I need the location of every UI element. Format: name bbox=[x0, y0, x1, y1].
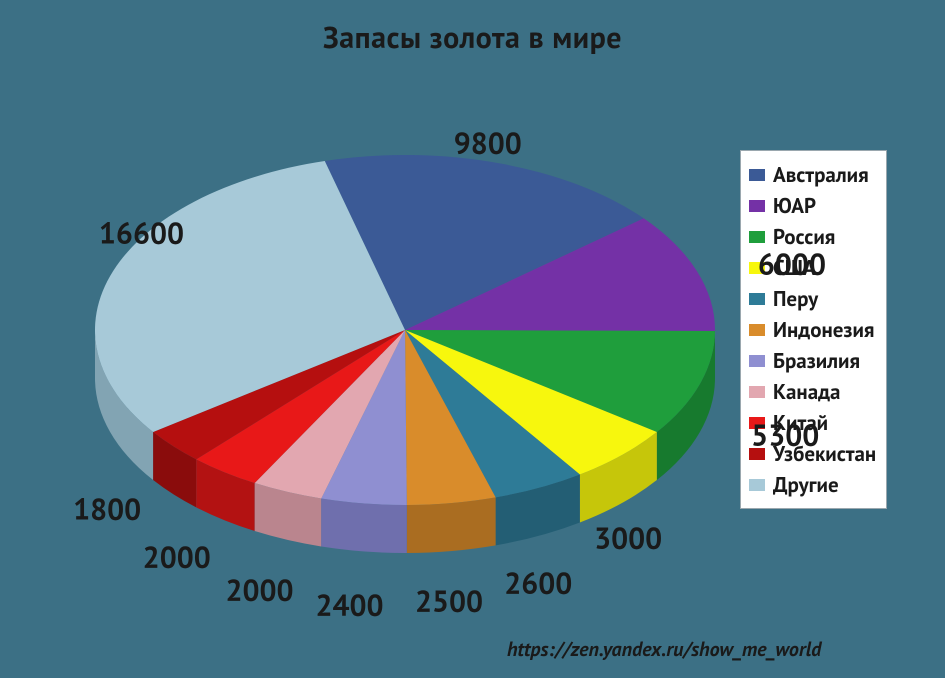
legend-swatch bbox=[749, 355, 765, 367]
legend-item: Индонезия bbox=[749, 316, 876, 343]
slice-value-label: 2400 bbox=[315, 585, 383, 624]
legend-item: Перу bbox=[749, 285, 876, 312]
slice-value-label: 2500 bbox=[415, 581, 483, 620]
legend-label: Перу bbox=[773, 285, 818, 312]
slice-value-label: 16600 bbox=[99, 213, 184, 252]
slice-value-label: 3000 bbox=[594, 518, 662, 557]
legend-item: Канада bbox=[749, 378, 876, 405]
legend-label: Индонезия bbox=[773, 316, 875, 343]
legend-swatch bbox=[749, 386, 765, 398]
legend-swatch bbox=[749, 293, 765, 305]
legend: АвстралияЮАРРоссияСШАПеруИндонезияБразил… bbox=[740, 150, 887, 509]
legend-label: Канада bbox=[773, 378, 840, 405]
legend-label: Бразилия bbox=[773, 347, 860, 374]
slice-value-label: 5300 bbox=[751, 415, 819, 454]
legend-label: ЮАР bbox=[773, 192, 816, 219]
legend-item: ЮАР bbox=[749, 192, 876, 219]
legend-item: Другие bbox=[749, 471, 876, 498]
legend-swatch bbox=[749, 324, 765, 336]
slice-value-label: 2000 bbox=[226, 571, 294, 610]
pie-slice-side bbox=[321, 498, 407, 553]
legend-swatch bbox=[749, 169, 765, 181]
chart-stage: Запасы золота в мире АвстралияЮАРРоссияС… bbox=[0, 0, 945, 678]
slice-value-label: 6000 bbox=[758, 245, 826, 284]
legend-swatch bbox=[749, 231, 765, 243]
footer-link: https://zen.yandex.ru/show_me_world bbox=[507, 636, 821, 662]
pie-slice-side bbox=[407, 497, 496, 553]
legend-swatch bbox=[749, 200, 765, 212]
legend-item: Бразилия bbox=[749, 347, 876, 374]
slice-value-label: 1800 bbox=[73, 489, 141, 528]
legend-label: Австралия bbox=[773, 161, 869, 188]
legend-label: Другие bbox=[773, 471, 839, 498]
slice-value-label: 9800 bbox=[454, 124, 522, 163]
slice-value-label: 2600 bbox=[504, 564, 572, 603]
slice-value-label: 2000 bbox=[143, 537, 211, 576]
legend-swatch bbox=[749, 479, 765, 491]
legend-item: Австралия bbox=[749, 161, 876, 188]
